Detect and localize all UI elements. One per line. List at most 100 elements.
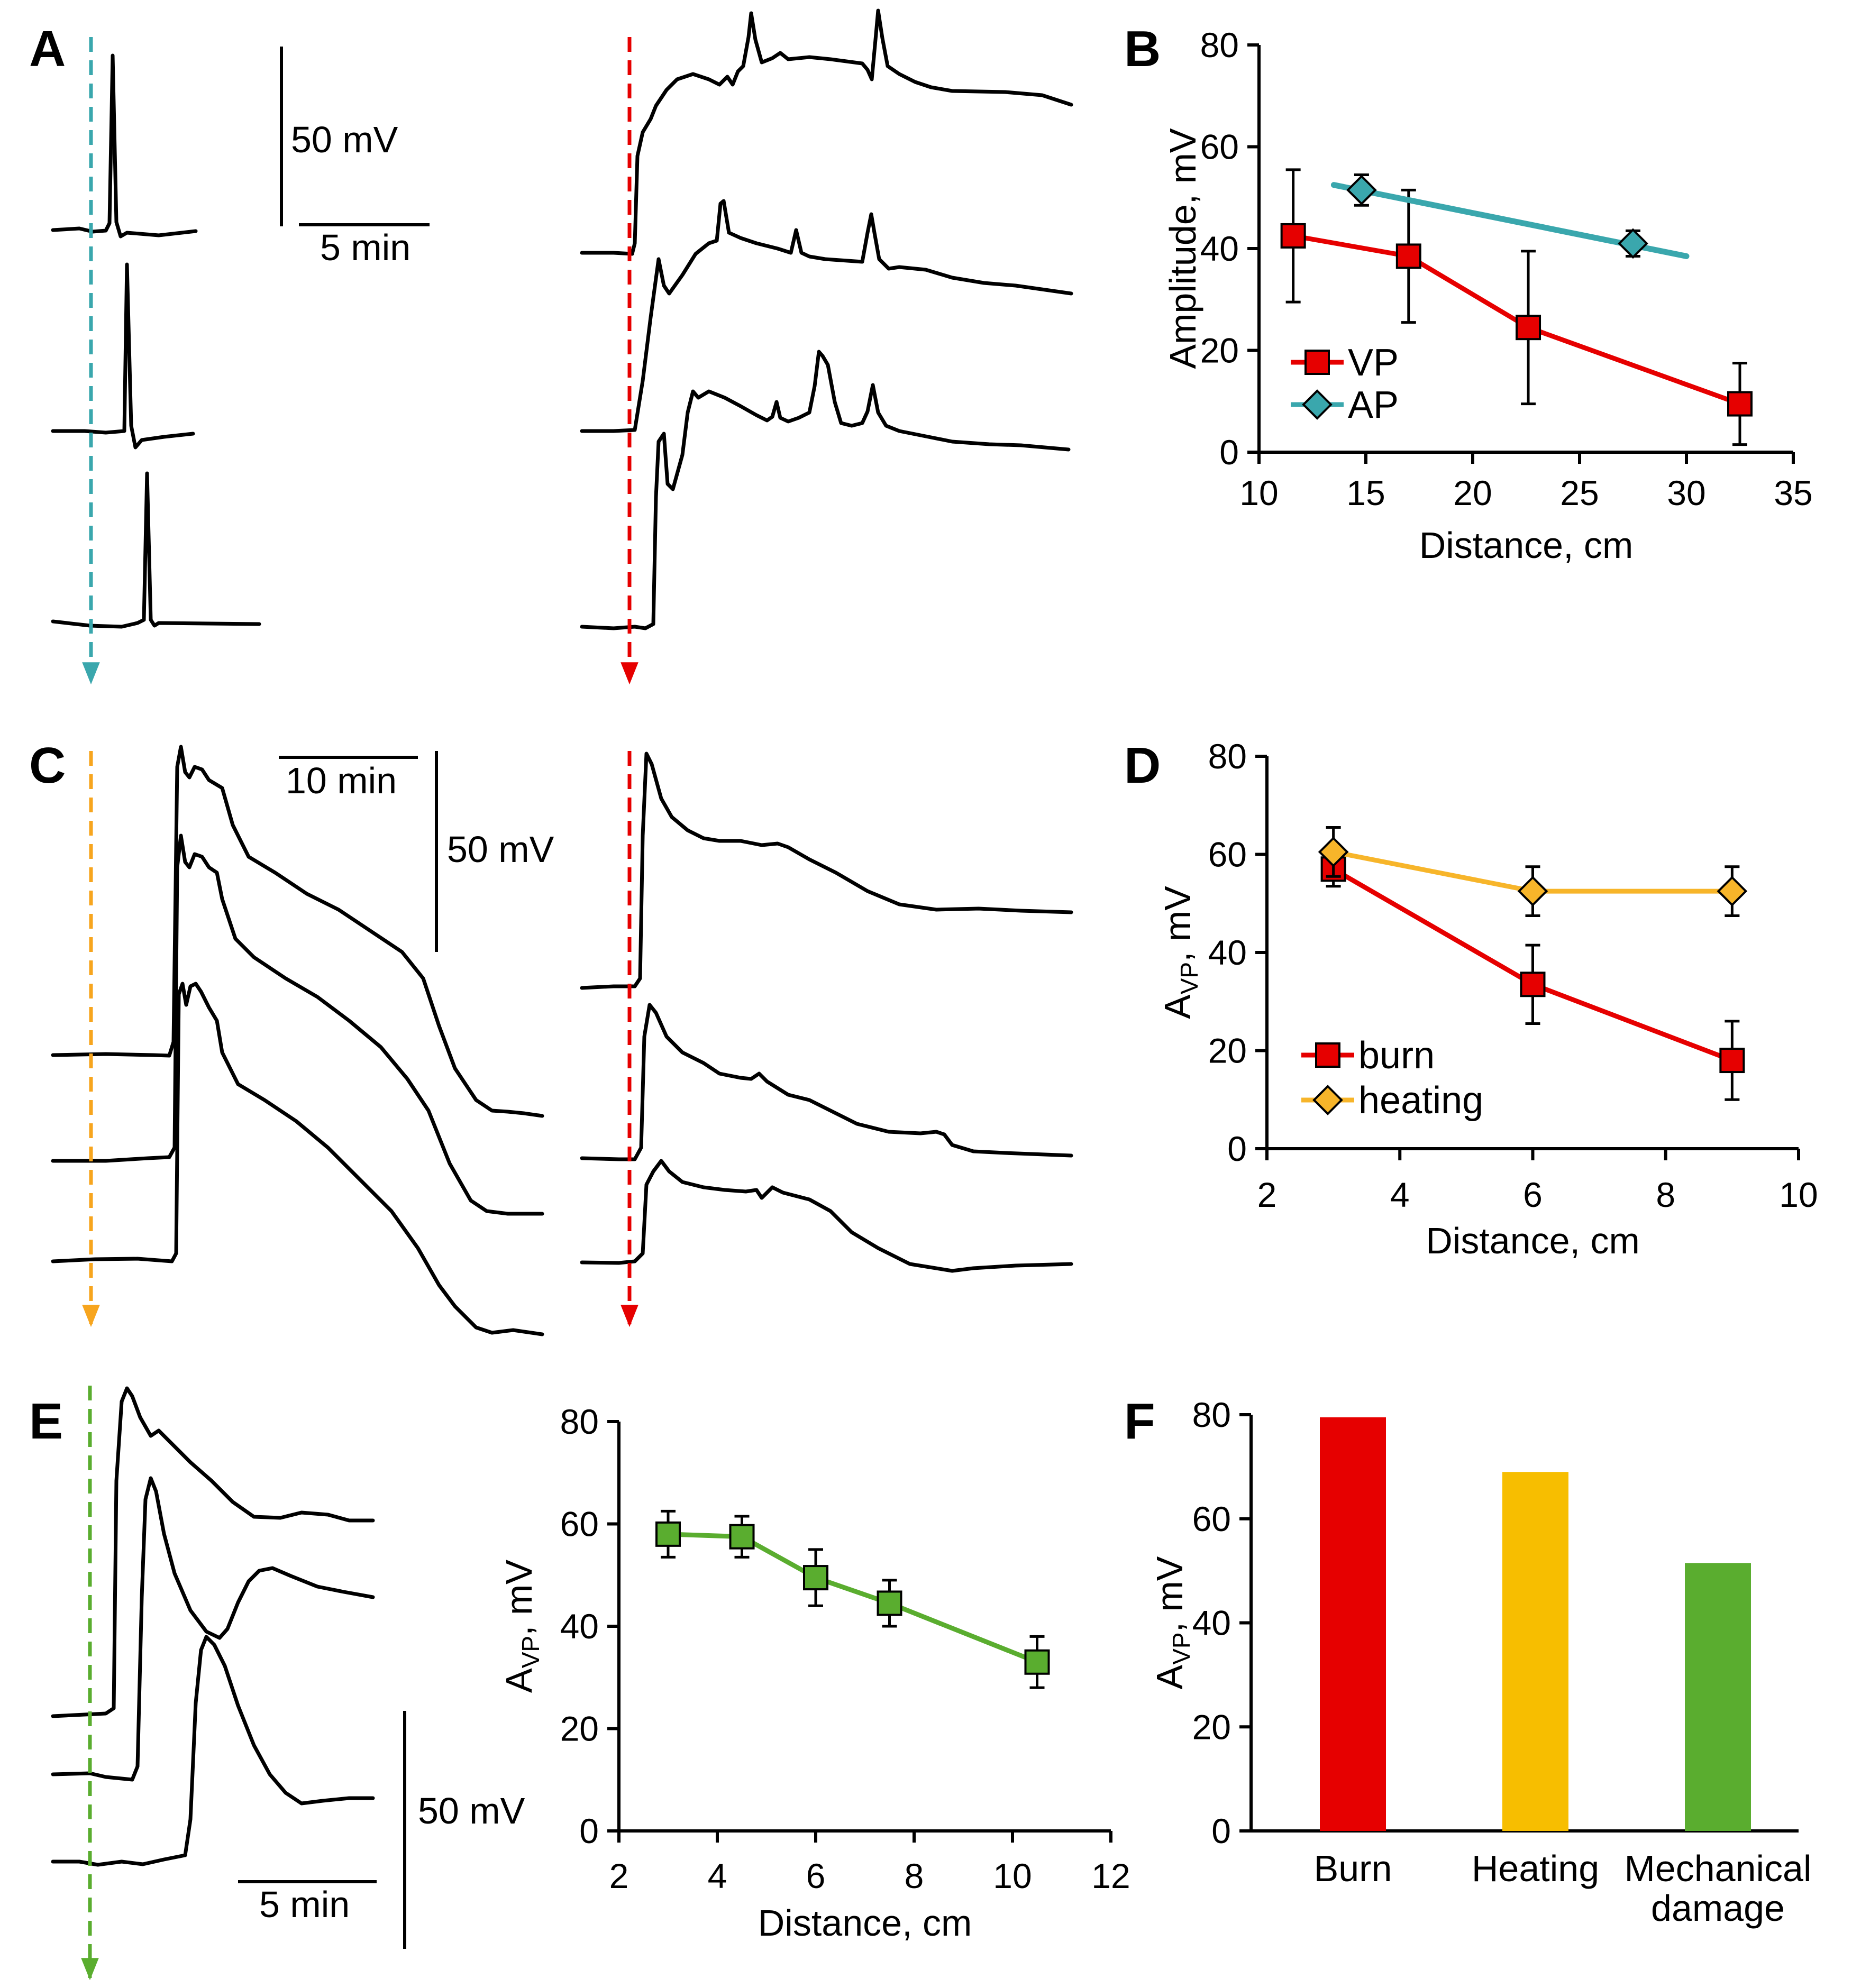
x-tick-label-b: 20 — [1453, 473, 1492, 512]
x-tick-label-b: 10 — [1239, 473, 1278, 512]
panel-label-b: B — [1124, 21, 1161, 77]
data-point-vp — [1280, 223, 1306, 249]
y-axis-label-sub: VP — [1175, 962, 1203, 994]
y-tick-label-f: 40 — [1192, 1604, 1231, 1643]
y-tick-label-d: 0 — [1227, 1129, 1247, 1168]
y-tick-label-d: 20 — [1208, 1031, 1247, 1070]
bar-burn — [1320, 1417, 1386, 1831]
trace-c-right-1 — [580, 752, 1073, 990]
data-point-heating — [1517, 876, 1548, 906]
panel-c-traces: 10 min 50 mV — [51, 745, 1073, 1336]
scale-label-a-time: 5 min — [320, 227, 410, 268]
x-axis-label-d: Distance, cm — [1426, 1220, 1640, 1261]
trace-c-left-1 — [51, 745, 544, 1118]
y-axis-label-main: A — [1157, 994, 1198, 1019]
y-tick-label-b: 40 — [1200, 229, 1239, 268]
trace-c-right-3 — [580, 1159, 1073, 1273]
legend-marker-heating — [1312, 1085, 1343, 1115]
bar-heating — [1502, 1472, 1568, 1831]
trace-c-right-2 — [580, 1003, 1073, 1161]
trace-c-left-3 — [51, 982, 544, 1336]
y-axis-label-d: AVP, mV — [1157, 886, 1203, 1019]
data-point-ap — [1618, 228, 1648, 259]
x-tick-label-d: 6 — [1523, 1175, 1543, 1214]
series-line-vp — [1292, 233, 1741, 406]
trace-a-right-2 — [580, 199, 1073, 433]
trace-a-left-2 — [51, 262, 195, 450]
data-point-heating — [1318, 837, 1349, 867]
category-label-burn: Burn — [1314, 1848, 1392, 1889]
x-tick-label-e: 6 — [806, 1856, 826, 1895]
panel-label-e: E — [29, 1393, 63, 1450]
data-point-mechanical-damage — [803, 1565, 828, 1591]
y-tick-label-b: 20 — [1200, 331, 1239, 370]
legend-label-burn: burn — [1358, 1034, 1435, 1077]
y-axis-label-main: A — [1149, 1664, 1190, 1689]
y-tick-label-b: 80 — [1200, 25, 1239, 65]
chart-e: 0 20 40 60 80 2 4 6 8 10 12 Distance, cm AVP, mV — [498, 1402, 1130, 1944]
x-tick-label-e: 2 — [609, 1856, 629, 1895]
data-point-heating — [1717, 876, 1748, 906]
x-tick-label-d: 4 — [1390, 1175, 1410, 1214]
x-tick-label-e: 8 — [905, 1856, 924, 1895]
series-line-mechanical-damage — [668, 1532, 1038, 1664]
trace-a-right-3 — [580, 350, 1071, 630]
trace-c-left-2 — [51, 833, 544, 1216]
category-label-mechanical-damage: Mechanical — [1624, 1848, 1811, 1889]
y-axis-label-suffix: , mV — [1157, 886, 1198, 962]
x-axis-label-b: Distance, cm — [1419, 525, 1634, 566]
scale-label-c-time: 10 min — [286, 760, 397, 801]
data-point-vp — [1395, 243, 1421, 269]
x-tick-label-b: 15 — [1346, 473, 1385, 512]
y-axis-label-sub: VP — [517, 1636, 544, 1668]
y-tick-label-e: 0 — [579, 1811, 599, 1850]
y-axis-label-suffix: , mV — [1149, 1556, 1190, 1632]
x-tick-label-d: 10 — [1779, 1175, 1818, 1214]
y-axis-label-f: AVP, mV — [1149, 1556, 1195, 1689]
category-label-heating: Heating — [1472, 1848, 1599, 1889]
y-tick-label-d: 60 — [1208, 835, 1247, 874]
x-axis-label-e: Distance, cm — [758, 1902, 972, 1944]
data-point-ap — [1346, 175, 1377, 206]
legend-marker-burn — [1315, 1042, 1340, 1068]
y-tick-label-e: 80 — [560, 1402, 599, 1441]
panel-label-a: A — [29, 21, 66, 77]
x-tick-label-b: 30 — [1667, 473, 1705, 512]
y-axis-label-e: AVP, mV — [498, 1560, 544, 1693]
panel-a-traces: 50 mV 5 min — [51, 8, 1073, 685]
bar-mechanical-damage — [1685, 1563, 1751, 1831]
data-point-vp — [1516, 315, 1541, 341]
y-axis-label-b: Amplitude, mV — [1162, 128, 1203, 369]
y-tick-label-e: 60 — [560, 1505, 599, 1544]
legend-label-ap: AP — [1348, 384, 1399, 426]
scale-label-c-voltage: 50 mV — [447, 829, 554, 870]
y-tick-label-f: 20 — [1192, 1707, 1231, 1746]
data-point-vp — [1727, 391, 1753, 417]
data-point-burn — [1520, 972, 1546, 997]
trace-a-right-1 — [580, 8, 1073, 256]
y-tick-label-f: 80 — [1192, 1395, 1231, 1434]
trace-a-left-1 — [51, 53, 198, 239]
legend-marker-vp — [1304, 350, 1330, 375]
chart-b: 0 20 40 60 80 10 15 20 25 30 35 Distance, cm Amplitu… — [1162, 25, 1813, 566]
legend-marker-ap — [1302, 389, 1333, 420]
y-tick-label-f: 60 — [1192, 1499, 1231, 1538]
x-tick-label-e: 12 — [1091, 1856, 1130, 1895]
y-tick-label-e: 40 — [560, 1607, 599, 1646]
data-point-mechanical-damage — [877, 1590, 902, 1616]
panel-label-d: D — [1124, 737, 1161, 794]
legend-label-heating: heating — [1358, 1079, 1483, 1122]
chart-d: 0 20 40 60 80 2 4 6 8 10 Distance, cm AVP, mV burnhe… — [1157, 737, 1818, 1261]
x-tick-label-e: 4 — [708, 1856, 727, 1895]
y-axis-label-sub: VP — [1167, 1632, 1195, 1664]
x-tick-label-e: 10 — [993, 1856, 1032, 1895]
scale-label-e-time: 5 min — [259, 1884, 350, 1925]
data-point-burn — [1719, 1048, 1745, 1074]
y-tick-label-d: 80 — [1208, 737, 1247, 776]
y-axis-label-suffix: , mV — [498, 1560, 540, 1636]
y-tick-label-b: 0 — [1219, 433, 1239, 472]
y-axis-label-main: A — [498, 1668, 540, 1693]
x-tick-label-b: 25 — [1560, 473, 1599, 512]
chart-f: 0 20 40 60 80 AVP, mV Burn Heating Mechanicaldam… — [1149, 1395, 1812, 1929]
